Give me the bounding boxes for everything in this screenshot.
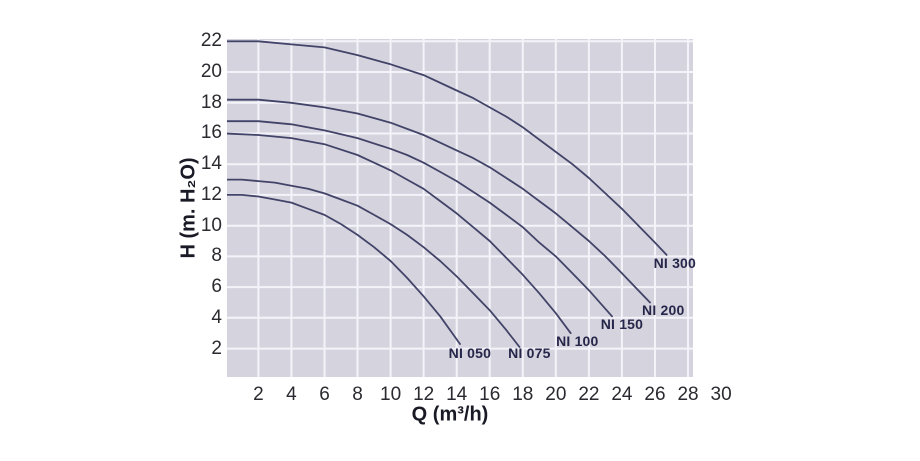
curve-ni-100 <box>227 132 572 335</box>
curve-label-ni-300: NI 300 <box>653 254 697 271</box>
y-tick-label-2: 2 <box>211 337 222 359</box>
plot-area: NI 050 NI 075 NI 100 NI 150 NI 200 NI 300 <box>227 39 697 377</box>
x-tick-label-20: 20 <box>545 384 567 405</box>
x-tick-label-8: 8 <box>352 384 363 405</box>
y-tick-label-12: 12 <box>200 183 222 205</box>
y-tick-label-20: 20 <box>200 61 222 83</box>
x-tick-label-18: 18 <box>512 384 534 405</box>
y-tick-label-10: 10 <box>200 214 222 236</box>
x-tick-label-24: 24 <box>611 384 633 405</box>
x-tick-label-2: 2 <box>253 384 264 405</box>
curve-label-ni-200: NI 200 <box>642 302 685 319</box>
x-tick-label-6: 6 <box>319 384 330 405</box>
plot-svg <box>227 39 693 377</box>
x-tick-label-12: 12 <box>413 384 435 405</box>
curve-label-ni-150: NI 150 <box>600 315 644 332</box>
curve-ni-050 <box>227 193 461 345</box>
y-tick-label-22: 22 <box>200 30 222 52</box>
x-axis-title: Q (m³/h) <box>411 403 489 426</box>
x-tick-label-4: 4 <box>286 384 297 405</box>
curve-ni-150 <box>227 120 613 318</box>
curve-ni-075 <box>227 178 521 348</box>
curve-label-ni-100: NI 100 <box>556 332 599 349</box>
y-tick-label-4: 4 <box>211 306 222 328</box>
y-tick-label-8: 8 <box>211 245 222 267</box>
x-tick-label-30: 30 <box>710 384 732 405</box>
y-tick-label-16: 16 <box>200 122 222 144</box>
x-tick-label-22: 22 <box>578 384 600 405</box>
curve-label-ni-050: NI 050 <box>448 345 492 362</box>
curve-ni-200 <box>227 98 651 304</box>
x-tick-label-26: 26 <box>644 384 666 405</box>
x-tick-label-16: 16 <box>479 384 501 405</box>
curve-label-ni-075: NI 075 <box>508 345 551 362</box>
curve-ni-300 <box>227 40 668 256</box>
x-tick-label-14: 14 <box>446 384 468 405</box>
x-tick-label-10: 10 <box>380 384 402 405</box>
x-tick-label-28: 28 <box>677 384 699 405</box>
y-tick-label-14: 14 <box>200 153 222 175</box>
y-tick-label-18: 18 <box>200 91 222 113</box>
y-tick-label-6: 6 <box>211 276 222 298</box>
